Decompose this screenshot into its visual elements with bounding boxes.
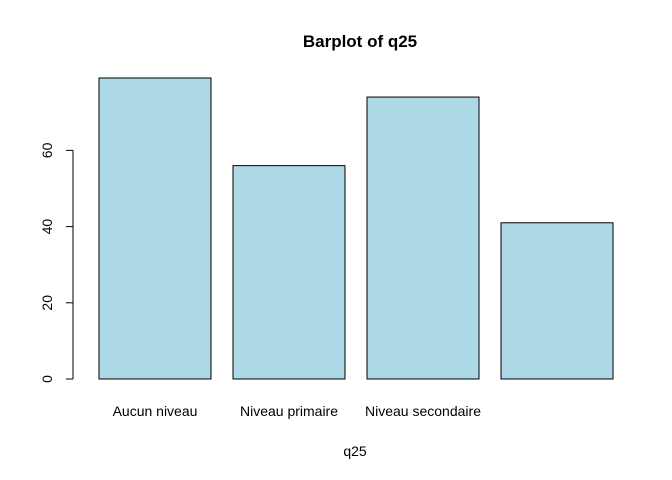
y-tick-label-0: 0 (39, 375, 55, 383)
bar-1 (98, 77, 212, 380)
y-tick-label-40: 40 (39, 219, 55, 235)
bar-3 (366, 96, 480, 380)
x-axis-title: q25 (343, 443, 367, 459)
category-label-1: Aucun niveau (113, 403, 198, 419)
bars (98, 77, 614, 380)
bar-2 (232, 165, 346, 380)
category-label-3: Niveau secondaire (365, 403, 481, 419)
category-label-2: Niveau primaire (240, 403, 338, 419)
bar-4 (500, 222, 614, 380)
x-axis-labels: Aucun niveau Niveau primaire Niveau second… (113, 403, 482, 419)
chart-title: Barplot of q25 (303, 32, 417, 51)
y-tick-label-60: 60 (39, 142, 55, 158)
y-tick-label-20: 20 (39, 295, 55, 311)
y-axis: 0 20 40 60 (39, 142, 74, 383)
